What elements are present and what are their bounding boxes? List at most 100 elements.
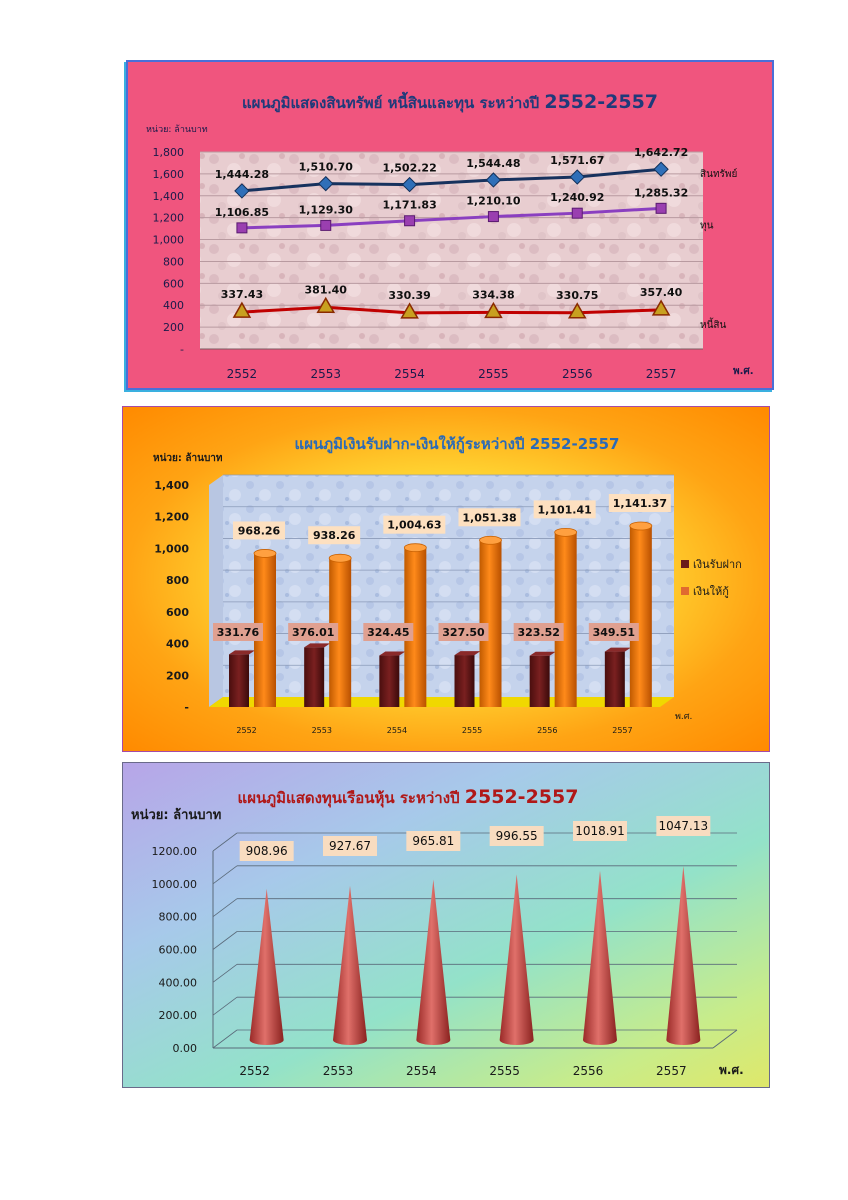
x-tick-label: 2552: [236, 726, 256, 735]
data-point-square: [571, 207, 583, 219]
data-point-triangle: [400, 302, 419, 319]
label-box: [239, 841, 294, 861]
data-label: 1,129.30: [299, 203, 354, 216]
series-equity-line: [241, 206, 662, 230]
label-box-deposits: [513, 623, 564, 641]
gridline-side: [212, 898, 238, 917]
data-label-loans: 968.26: [238, 524, 281, 537]
data-label: 1,571.67: [550, 154, 604, 167]
x-tick-label: 2553: [323, 1064, 354, 1078]
x-tick-label: 2557: [612, 726, 632, 735]
series-end-label: สินทรัพย์: [700, 168, 737, 180]
label-box-loans: [233, 521, 285, 540]
legend-swatch-deposits: [681, 560, 689, 568]
y-tick-label: 1,000: [153, 234, 185, 247]
cone-chart-svg: แผนภูมิแสดงทุนเรือนหุ้น ระหว่างปี 2552-2…: [131, 786, 744, 1078]
y-tick-label: 200.00: [159, 1009, 198, 1022]
data-label: 1,240.92: [550, 191, 604, 204]
chart-title-text: แผนภูมิแสดงสินทรัพย์ หนี้สินและทุน ระหว่…: [242, 91, 544, 113]
data-label: 1,642.72: [634, 146, 688, 159]
bar-share-capital: [499, 874, 534, 1045]
data-label: 357.40: [640, 286, 683, 299]
bar-deposits: [229, 654, 249, 707]
x-tick-label: 2554: [394, 367, 425, 381]
data-label-deposits: 349.51: [593, 626, 635, 639]
data-point-diamond: [569, 169, 585, 185]
data-point-square: [655, 202, 667, 214]
y-tick-label: 0.00: [173, 1042, 198, 1055]
y-tick-label: 1,200: [153, 212, 185, 225]
y-tick-label: -: [184, 701, 189, 714]
legend-swatch-loans: [681, 587, 689, 595]
gridline-side: [212, 931, 238, 950]
data-point-triangle: [484, 301, 503, 319]
unit-label: หน่วย: ล้านบาท: [146, 124, 208, 135]
chart-title-years: 2552-2557: [544, 91, 658, 113]
data-point-square: [320, 219, 332, 231]
label-box: [406, 831, 461, 851]
bar-deposits-top: [454, 651, 481, 656]
data-label-loans: 1,004.63: [387, 519, 441, 532]
gridline-side: [212, 832, 238, 852]
data-point-triangle: [651, 299, 671, 316]
data-label-loans: 1,051.38: [462, 511, 516, 524]
data-label: 1,210.10: [466, 195, 521, 208]
x-tick-label: 2552: [227, 367, 258, 381]
x-tick-label: 2554: [406, 1064, 437, 1078]
y-tick-label: 600: [163, 277, 184, 290]
y-tick-label: 200: [163, 321, 184, 334]
y-tick-label: -: [180, 343, 184, 356]
data-label-deposits: 324.45: [367, 626, 409, 639]
bar-deposits: [379, 655, 400, 707]
y-tick-label: 1,200: [154, 511, 189, 524]
label-box-loans: [308, 526, 361, 545]
line-chart-svg: แผนภูมิแสดงสินทรัพย์ หนี้สินและทุน ระหว่…: [146, 91, 754, 381]
bar-loans: [554, 532, 577, 707]
data-label: 330.75: [556, 289, 598, 302]
x-tick-label: 2557: [646, 367, 677, 381]
data-label-deposits: 331.76: [217, 626, 260, 639]
y-tick-label: 200: [166, 669, 189, 682]
bar-deposits-top: [304, 643, 331, 648]
data-point-diamond: [234, 183, 250, 199]
data-point-diamond: [653, 161, 669, 177]
label-box: [323, 836, 377, 856]
label-box-deposits: [588, 623, 639, 641]
x-tick-label: 2557: [656, 1064, 687, 1078]
data-label: 330.39: [388, 289, 430, 302]
bar-loans: [479, 540, 502, 707]
data-label: 1,171.83: [382, 199, 436, 212]
plot-floor: [209, 697, 674, 707]
bar-loans: [404, 547, 427, 707]
x-tick-label: 2553: [310, 367, 341, 381]
chart-title: แผนภูมิแสดงสินทรัพย์ หนี้สินและทุน ระหว่…: [242, 91, 658, 113]
data-label-loans: 938.26: [313, 529, 356, 542]
y-tick-label: 800.00: [159, 911, 198, 924]
label-box: [656, 816, 711, 836]
y-tick-label: 1,000: [154, 542, 189, 555]
bar-share-capital: [333, 885, 367, 1045]
bar-deposits-top: [229, 650, 255, 655]
bar-loans-top: [328, 553, 352, 563]
data-label-deposits: 323.52: [517, 626, 559, 639]
bar-loans: [329, 558, 352, 707]
chart-title: แผนภูมิแสดงทุนเรือนหุ้น ระหว่างปี 2552-2…: [238, 786, 579, 808]
chart-title-text: แผนภูมิแสดงทุนเรือนหุ้น ระหว่างปี: [238, 789, 465, 808]
x-axis-label: พ.ศ.: [675, 712, 692, 722]
label-box-deposits: [363, 623, 414, 641]
data-label-deposits: 327.50: [442, 626, 485, 639]
plot-side-wall: [209, 475, 223, 707]
legend-label-loans: เงินให้กู้: [693, 585, 729, 598]
deposits-loans-chart: แผนภูมิเงินรับฝาก-เงินให้กู้ระหว่างปี 25…: [122, 406, 770, 752]
unit-label: หน่วย: ล้านบาท: [153, 452, 223, 464]
y-tick-label: 1,600: [153, 168, 185, 181]
unit-label: หน่วย: ล้านบาท: [131, 807, 221, 823]
data-label: 965.81: [412, 834, 454, 848]
chart-title: แผนภูมิเงินรับฝาก-เงินให้กู้ระหว่างปี 25…: [295, 435, 620, 454]
bar-deposits-top: [604, 647, 631, 652]
assets-liabilities-equity-chart: แผนภูมิแสดงสินทรัพย์ หนี้สินและทุน ระหว่…: [126, 60, 774, 390]
y-tick-label: 600.00: [159, 944, 198, 957]
label-box-loans: [608, 494, 671, 513]
bar-share-capital: [416, 879, 451, 1045]
data-point-triangle: [316, 296, 336, 314]
